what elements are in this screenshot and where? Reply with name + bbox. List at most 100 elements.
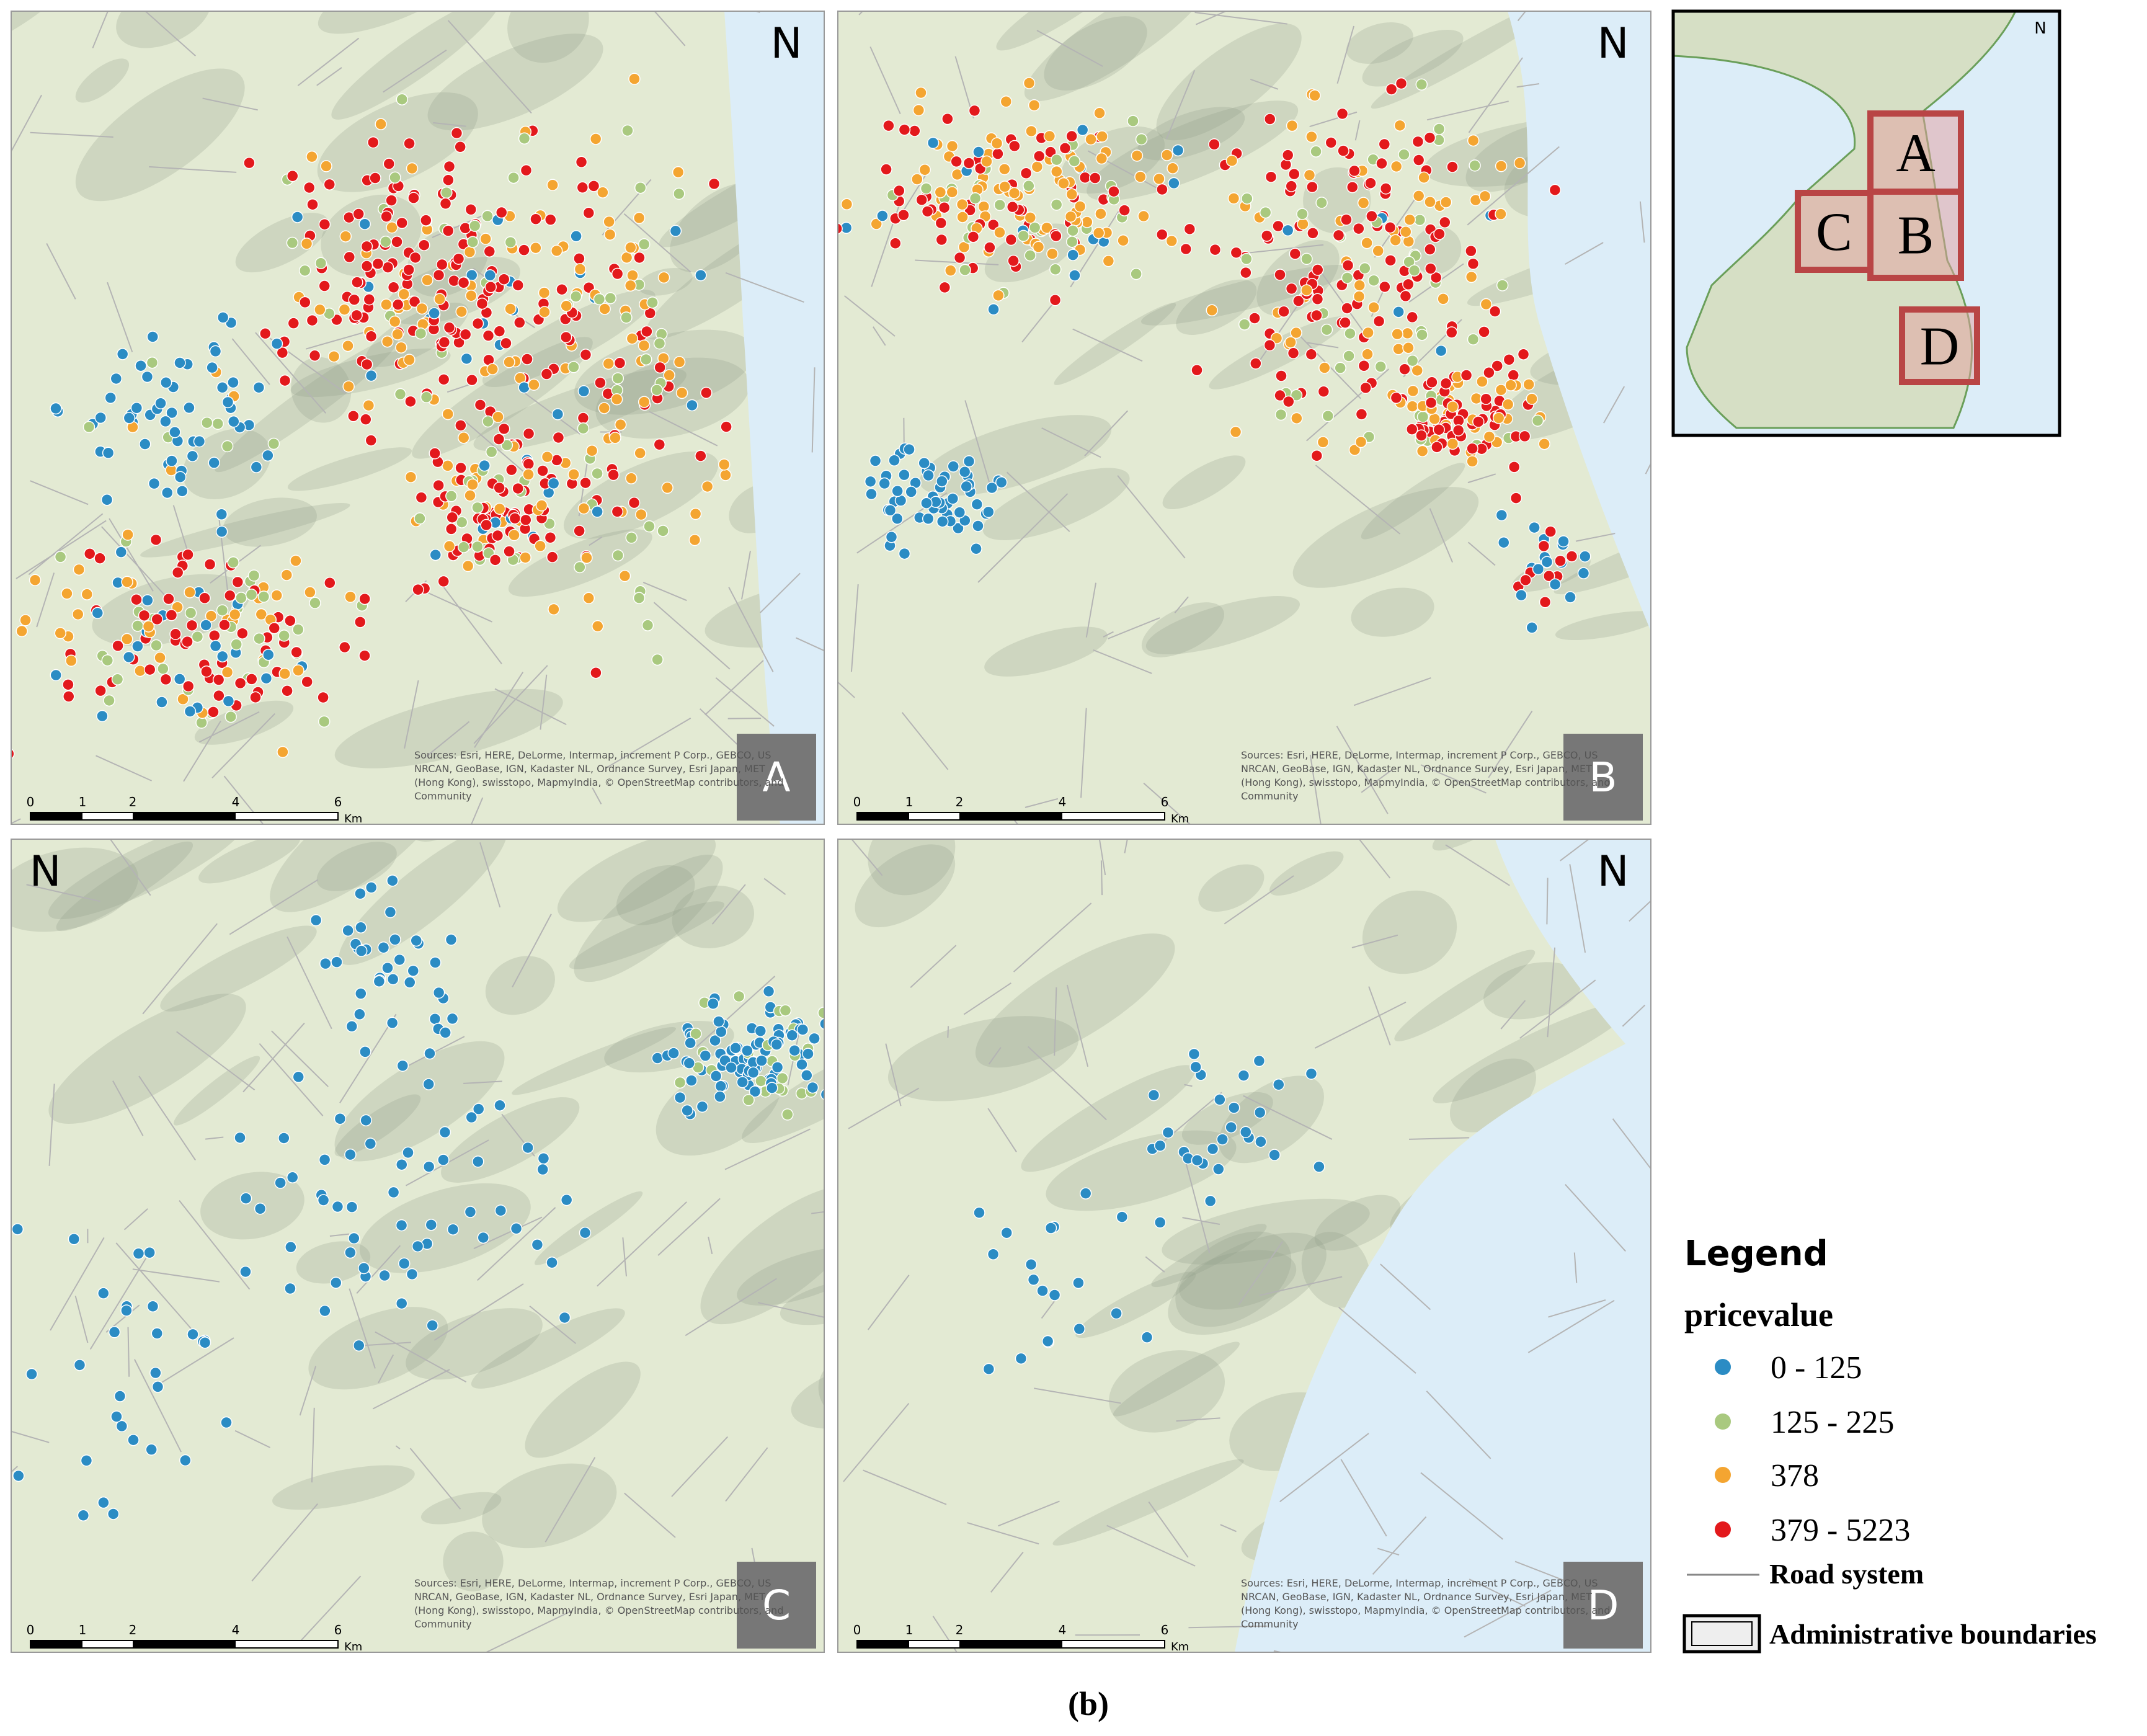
price-point [54, 551, 67, 563]
price-point [141, 370, 154, 383]
price-point [1366, 210, 1378, 223]
price-point [1379, 280, 1391, 293]
hillshade [291, 357, 352, 423]
price-point [520, 164, 533, 177]
price-point [80, 1454, 93, 1467]
price-point [1472, 416, 1485, 428]
price-point [1147, 1089, 1160, 1102]
price-point [185, 619, 198, 632]
hillshade [1044, 16, 1147, 91]
price-point [573, 252, 585, 265]
road [1021, 304, 1053, 343]
road [463, 1080, 502, 1084]
road [1639, 201, 1645, 243]
price-point [593, 293, 606, 306]
road [1377, 1547, 1400, 1556]
price-point [292, 623, 304, 636]
price-point [1140, 1331, 1154, 1343]
road [1565, 242, 1604, 265]
price-point [250, 461, 263, 473]
price-point [398, 288, 411, 301]
price-point [1064, 210, 1077, 223]
price-point [1428, 412, 1441, 425]
price-point [221, 440, 234, 453]
price-point [935, 233, 948, 246]
price-point [396, 1158, 408, 1171]
price-point [452, 252, 465, 265]
price-point [611, 505, 624, 518]
price-point [1348, 164, 1361, 177]
price-point [972, 146, 985, 158]
hillshade [887, 1016, 1079, 1102]
price-point [1554, 554, 1567, 567]
price-point [725, 1061, 737, 1074]
price-point [121, 633, 133, 646]
hillshade [1145, 596, 1300, 655]
road [297, 37, 360, 86]
price-point [208, 456, 220, 469]
price-point [880, 163, 892, 176]
scale-bar [133, 1640, 236, 1648]
price-point [1287, 347, 1300, 360]
price-point [1025, 125, 1038, 138]
price-point [347, 409, 360, 422]
price-point [921, 205, 934, 218]
road [89, 1258, 147, 1350]
price-point [278, 630, 290, 642]
hillshade [116, 11, 211, 48]
price-point [696, 1100, 709, 1113]
price-point [425, 1219, 438, 1231]
price-point [403, 137, 416, 150]
price-point [1008, 140, 1021, 153]
price-point [1088, 172, 1101, 184]
hillshade [1483, 962, 1582, 1020]
road [1194, 11, 1287, 25]
price-point [1311, 264, 1324, 276]
scale-label: 1 [905, 795, 913, 809]
road [1548, 1299, 1606, 1318]
price-point [1522, 378, 1535, 391]
price-point [100, 494, 113, 506]
road [964, 400, 993, 492]
price-point [889, 237, 902, 250]
price-point [869, 455, 882, 467]
price-point [479, 233, 492, 245]
road [1106, 1525, 1196, 1567]
price-point [1065, 130, 1078, 143]
price-point [442, 174, 455, 186]
price-point [673, 187, 685, 200]
price-point [1216, 1133, 1229, 1146]
price-point [1491, 360, 1503, 372]
hillshade [223, 497, 317, 547]
price-point [280, 569, 293, 581]
price-point [591, 620, 604, 633]
road [696, 976, 776, 1048]
price-point [941, 112, 954, 125]
road [1467, 146, 1560, 226]
price-point [639, 353, 652, 366]
price-point [1095, 207, 1107, 220]
price-point [934, 186, 947, 198]
road [1176, 1417, 1220, 1422]
road [295, 1575, 362, 1646]
price-point [303, 181, 316, 194]
price-point [1519, 574, 1532, 587]
price-point [546, 179, 559, 191]
price-point [1031, 161, 1044, 173]
price-point [174, 357, 186, 369]
hillshade [1351, 587, 1434, 637]
price-point [299, 296, 311, 309]
north-label: N [1598, 19, 1629, 68]
price-point [115, 1420, 128, 1433]
road [1273, 1650, 1284, 1652]
price-point [672, 166, 685, 179]
price-point [1433, 228, 1446, 240]
price-point [1385, 83, 1398, 96]
price-point [191, 630, 204, 643]
price-point [935, 216, 948, 229]
price-point [885, 531, 898, 543]
price-point [181, 635, 193, 648]
price-point [149, 1366, 162, 1379]
price-point [970, 542, 982, 555]
